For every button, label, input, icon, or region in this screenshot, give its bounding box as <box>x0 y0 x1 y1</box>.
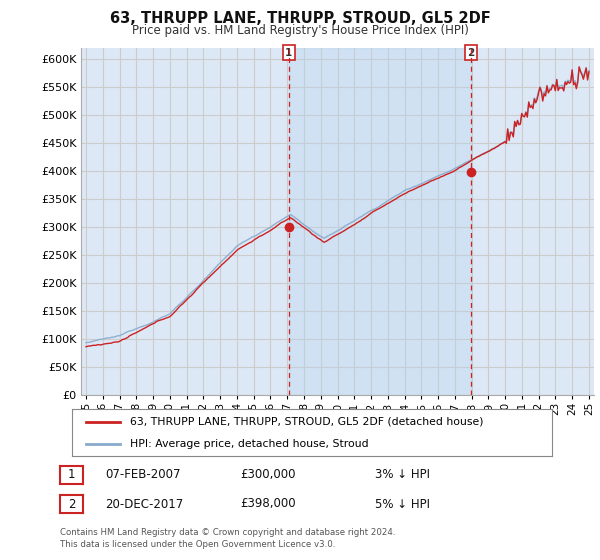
Text: 1: 1 <box>68 468 75 482</box>
Text: 20-DEC-2017: 20-DEC-2017 <box>105 497 183 511</box>
Text: 3% ↓ HPI: 3% ↓ HPI <box>375 468 430 482</box>
Text: 63, THRUPP LANE, THRUPP, STROUD, GL5 2DF: 63, THRUPP LANE, THRUPP, STROUD, GL5 2DF <box>110 11 490 26</box>
Text: Contains HM Land Registry data © Crown copyright and database right 2024.
This d: Contains HM Land Registry data © Crown c… <box>60 528 395 549</box>
Bar <box>289 48 471 395</box>
Text: 2: 2 <box>68 497 75 511</box>
Text: 07-FEB-2007: 07-FEB-2007 <box>105 468 181 482</box>
Text: 5% ↓ HPI: 5% ↓ HPI <box>375 497 430 511</box>
Text: Price paid vs. HM Land Registry's House Price Index (HPI): Price paid vs. HM Land Registry's House … <box>131 24 469 36</box>
Text: 1: 1 <box>285 48 293 58</box>
Text: £300,000: £300,000 <box>240 468 296 482</box>
Text: HPI: Average price, detached house, Stroud: HPI: Average price, detached house, Stro… <box>130 438 368 449</box>
Text: £398,000: £398,000 <box>240 497 296 511</box>
Text: 63, THRUPP LANE, THRUPP, STROUD, GL5 2DF (detached house): 63, THRUPP LANE, THRUPP, STROUD, GL5 2DF… <box>130 417 483 427</box>
Text: 2: 2 <box>467 48 475 58</box>
